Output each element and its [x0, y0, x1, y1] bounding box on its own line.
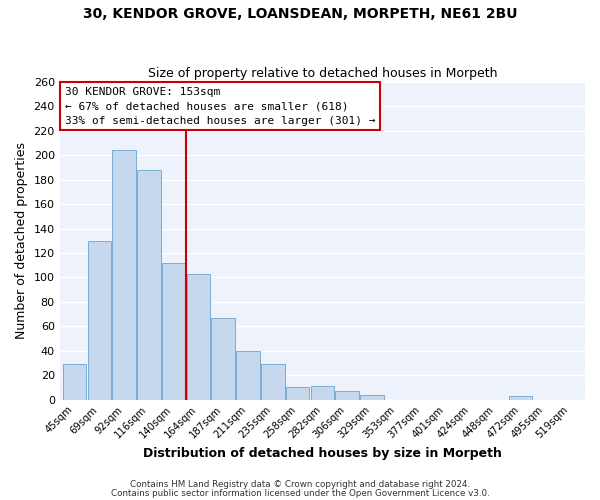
X-axis label: Distribution of detached houses by size in Morpeth: Distribution of detached houses by size …: [143, 447, 502, 460]
Bar: [236, 350, 260, 400]
Bar: [112, 150, 136, 400]
Text: 30, KENDOR GROVE, LOANSDEAN, MORPETH, NE61 2BU: 30, KENDOR GROVE, LOANSDEAN, MORPETH, NE…: [83, 8, 517, 22]
Y-axis label: Number of detached properties: Number of detached properties: [15, 142, 28, 340]
Bar: [162, 263, 185, 400]
Bar: [261, 364, 284, 400]
Bar: [335, 391, 359, 400]
Bar: [211, 318, 235, 400]
Text: 30 KENDOR GROVE: 153sqm
← 67% of detached houses are smaller (618)
33% of semi-d: 30 KENDOR GROVE: 153sqm ← 67% of detache…: [65, 87, 376, 126]
Bar: [88, 241, 111, 400]
Bar: [137, 170, 161, 400]
Bar: [311, 386, 334, 400]
Title: Size of property relative to detached houses in Morpeth: Size of property relative to detached ho…: [148, 66, 497, 80]
Bar: [63, 364, 86, 400]
Bar: [360, 394, 383, 400]
Bar: [286, 388, 310, 400]
Text: Contains public sector information licensed under the Open Government Licence v3: Contains public sector information licen…: [110, 488, 490, 498]
Bar: [509, 396, 532, 400]
Bar: [187, 274, 210, 400]
Text: Contains HM Land Registry data © Crown copyright and database right 2024.: Contains HM Land Registry data © Crown c…: [130, 480, 470, 489]
